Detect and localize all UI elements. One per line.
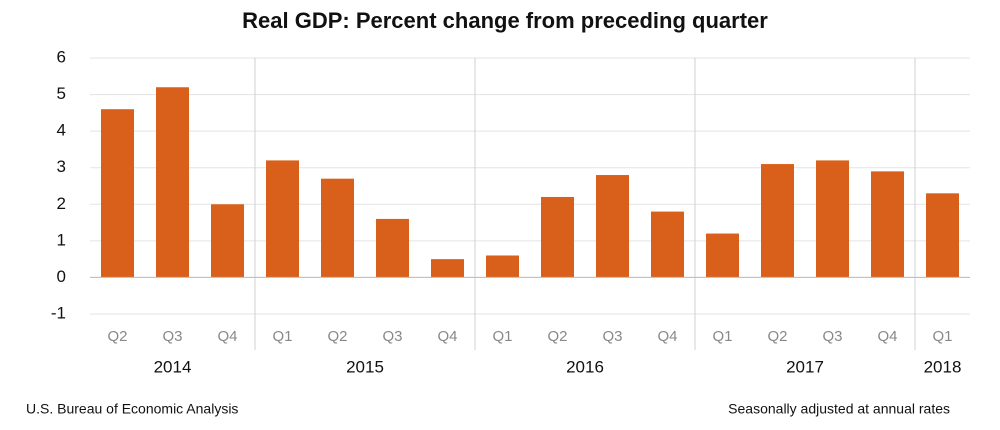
- bar: [431, 259, 464, 278]
- bar: [101, 109, 134, 278]
- bar: [651, 211, 684, 278]
- x-tick-label: Q3: [382, 328, 402, 345]
- y-tick-label: -1: [51, 303, 66, 322]
- y-tick-label: 0: [57, 267, 66, 286]
- x-tick-label: Q2: [547, 328, 567, 345]
- y-tick-label: 3: [57, 157, 66, 176]
- bar: [761, 164, 794, 278]
- x-tick-label: Q4: [877, 328, 897, 345]
- x-tick-label: Q4: [437, 328, 457, 345]
- bar: [486, 255, 519, 278]
- bar: [321, 178, 354, 278]
- chart-title: Real GDP: Percent change from preceding …: [242, 8, 768, 33]
- source: U.S. Bureau of Economic Analysis: [26, 401, 238, 417]
- y-tick-label: 1: [57, 230, 66, 249]
- y-tick-label: 5: [57, 84, 66, 103]
- year-label: 2016: [566, 357, 604, 376]
- x-tick-label: Q1: [272, 328, 292, 345]
- bar: [706, 233, 739, 278]
- x-tick-label: Q3: [602, 328, 622, 345]
- bar: [871, 171, 904, 278]
- year-label: 2018: [924, 357, 962, 376]
- x-tick-label: Q2: [107, 328, 127, 345]
- x-tick-label: Q3: [822, 328, 842, 345]
- x-tick-label: Q4: [657, 328, 677, 345]
- year-label: 2017: [786, 357, 824, 376]
- x-tick-label: Q1: [932, 328, 952, 345]
- y-tick-label: 2: [57, 194, 66, 213]
- bar: [541, 196, 574, 278]
- bar: [266, 160, 299, 278]
- year-label: 2014: [154, 357, 192, 376]
- bar: [156, 87, 189, 278]
- x-tick-label: Q1: [492, 328, 512, 345]
- bar: [926, 193, 959, 278]
- y-tick-label: 6: [57, 47, 66, 66]
- x-tick-label: Q2: [767, 328, 787, 345]
- bar: [816, 160, 849, 278]
- bar: [211, 204, 244, 278]
- x-tick-label: Q1: [712, 328, 732, 345]
- x-tick-label: Q2: [327, 328, 347, 345]
- note: Seasonally adjusted at annual rates: [728, 401, 950, 417]
- bar: [376, 218, 409, 278]
- year-label: 2015: [346, 357, 384, 376]
- x-tick-label: Q3: [162, 328, 182, 345]
- x-tick-label: Q4: [217, 328, 237, 345]
- bar: [596, 175, 629, 278]
- y-tick-label: 4: [57, 121, 66, 140]
